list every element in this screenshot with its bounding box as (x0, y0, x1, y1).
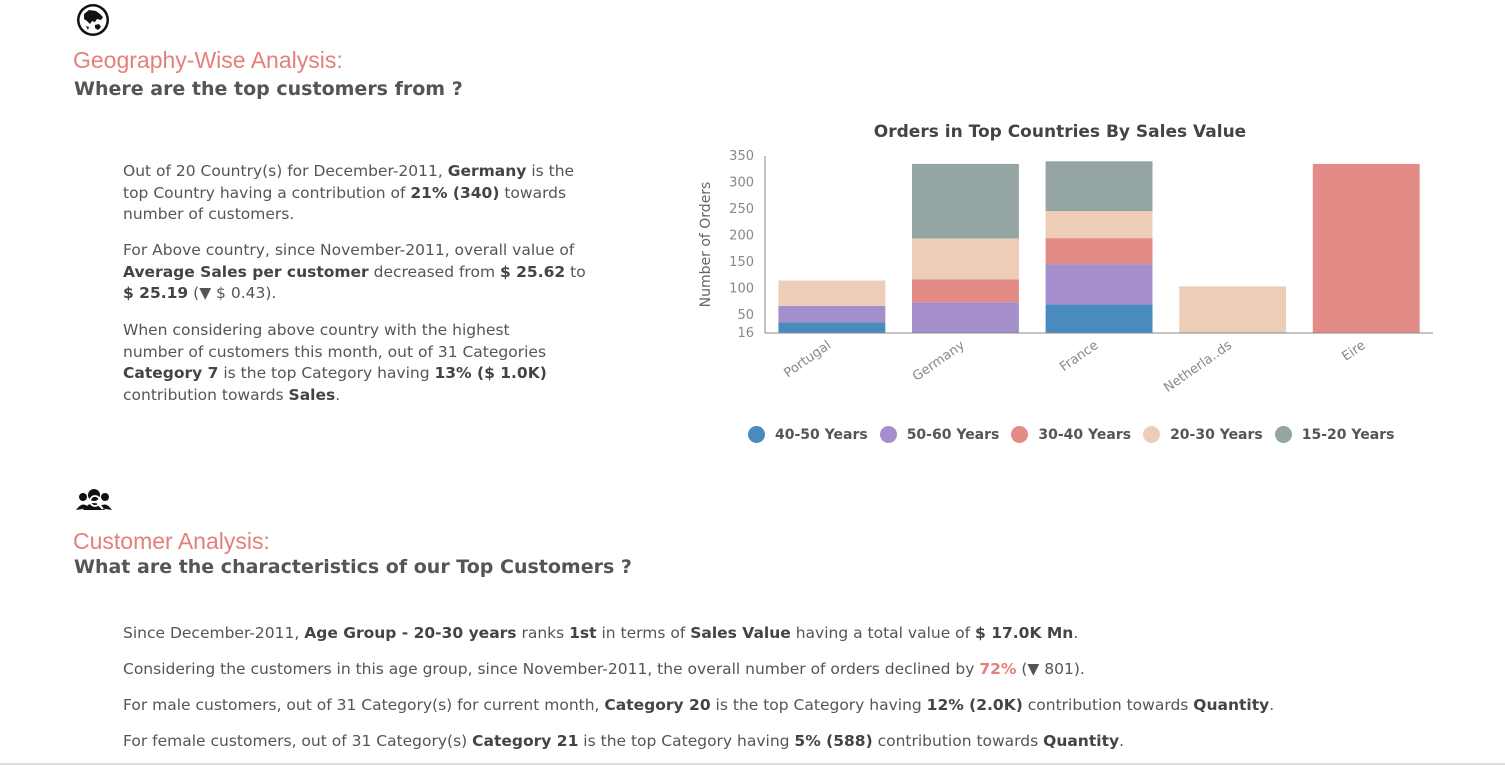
bar-segment-germany-20-30-years[interactable] (912, 238, 1019, 280)
customer-section-title: Customer Analysis: (73, 528, 270, 554)
bar-segment-france-15-20-years[interactable] (1045, 161, 1153, 212)
bar-segment-portugal-20-30-years[interactable] (778, 280, 886, 306)
y-tick-label: 250 (729, 202, 754, 217)
bar-segment-eire-30-40-years[interactable] (1312, 163, 1420, 333)
legend-label: 20-30 Years (1170, 426, 1263, 443)
bars-layer (778, 161, 1420, 333)
legend-swatch (1143, 426, 1161, 443)
x-tick-label: Germany (910, 338, 968, 385)
geo-paragraph-1: Out of 20 Country(s) for December-2011, … (123, 162, 575, 223)
bar-segment-portugal-40-50-years[interactable] (778, 322, 886, 333)
x-tick-label: Eire (1340, 338, 1369, 365)
legend-label: 15-20 Years (1301, 426, 1395, 443)
y-axis-label: Number of Orders (698, 182, 714, 308)
customer-insight-2: Considering the customers in this age gr… (123, 660, 1085, 678)
x-tick-label: Netherla..ds (1161, 338, 1235, 396)
y-tick-label: 50 (737, 308, 754, 323)
x-tick-label: Portugal (781, 338, 834, 381)
bar-segment-france-20-30-years[interactable] (1045, 211, 1153, 239)
legend-item-30-40-years[interactable]: 30-40 Years (1011, 426, 1131, 443)
bar-segment-france-50-60-years[interactable] (1045, 264, 1153, 305)
geo-section-title: Geography-Wise Analysis: (73, 47, 343, 73)
legend-item-15-20-years[interactable]: 15-20 Years (1274, 426, 1395, 443)
legend-swatch (1011, 426, 1029, 443)
bar-segment-france-40-50-years[interactable] (1045, 304, 1153, 333)
y-tick-label: 150 (729, 255, 754, 270)
legend-swatch (748, 426, 765, 443)
geo-section-subtitle: Where are the top customers from ? (74, 78, 463, 100)
y-tick-label: 100 (729, 282, 754, 297)
globe-asia-icon (76, 3, 110, 37)
legend-label: 30-40 Years (1038, 426, 1132, 443)
customers-group-icon (75, 486, 112, 520)
legend-label: 50-60 Years (906, 426, 1000, 443)
bar-segment-portugal-50-60-years[interactable] (778, 306, 886, 323)
geo-paragraph-2: For Above country, since November-2011, … (123, 241, 586, 302)
legend-label: 40-50 Years (775, 426, 868, 443)
y-tick-label: 300 (729, 176, 754, 191)
customer-section-subtitle: What are the characteristics of our Top … (74, 556, 632, 578)
y-tick-label: 350 (729, 149, 754, 164)
y-tick-label: 200 (729, 229, 754, 244)
customer-insight-1: Since December-2011, Age Group - 20-30 y… (123, 624, 1079, 642)
bar-segment-france-30-40-years[interactable] (1045, 238, 1153, 265)
chart-legend: 40-50 Years 50-60 Years 30-40 Years 20-30 Y… (748, 426, 1406, 443)
bar-segment-germany-50-60-years[interactable] (912, 302, 1019, 333)
stacked-bar-chart: 350 300 250 200 150 100 50 16 Portugal Germany Fr… (698, 149, 1433, 396)
y-ticks-layer: 350 300 250 200 150 100 50 16 (729, 149, 754, 341)
customer-insight-3: For male customers, out of 31 Category(s… (123, 696, 1275, 714)
x-tick-label: France (1057, 338, 1101, 375)
legend-item-20-30-years[interactable]: 20-30 Years (1143, 426, 1263, 443)
bar-segment-germany-15-20-years[interactable] (912, 163, 1019, 239)
bar-segment-netherla-ds-20-30-years[interactable] (1179, 286, 1287, 333)
bar-segment-germany-30-40-years[interactable] (912, 279, 1019, 303)
legend-item-40-50-years[interactable]: 40-50 Years (748, 426, 868, 443)
legend-swatch (879, 426, 897, 443)
legend-swatch (1274, 426, 1292, 443)
x-ticks-layer: Portugal Germany France Netherla..ds Eire (781, 338, 1368, 396)
y-tick-label: 16 (737, 326, 754, 341)
geo-paragraph-3: When considering above country with the … (123, 321, 547, 404)
customer-insight-4: For female customers, out of 31 Category… (123, 732, 1125, 750)
bottom-divider (0, 763, 1505, 765)
chart-title: Orders in Top Countries By Sales Value (873, 122, 1247, 142)
legend-item-50-60-years[interactable]: 50-60 Years (879, 426, 1000, 443)
